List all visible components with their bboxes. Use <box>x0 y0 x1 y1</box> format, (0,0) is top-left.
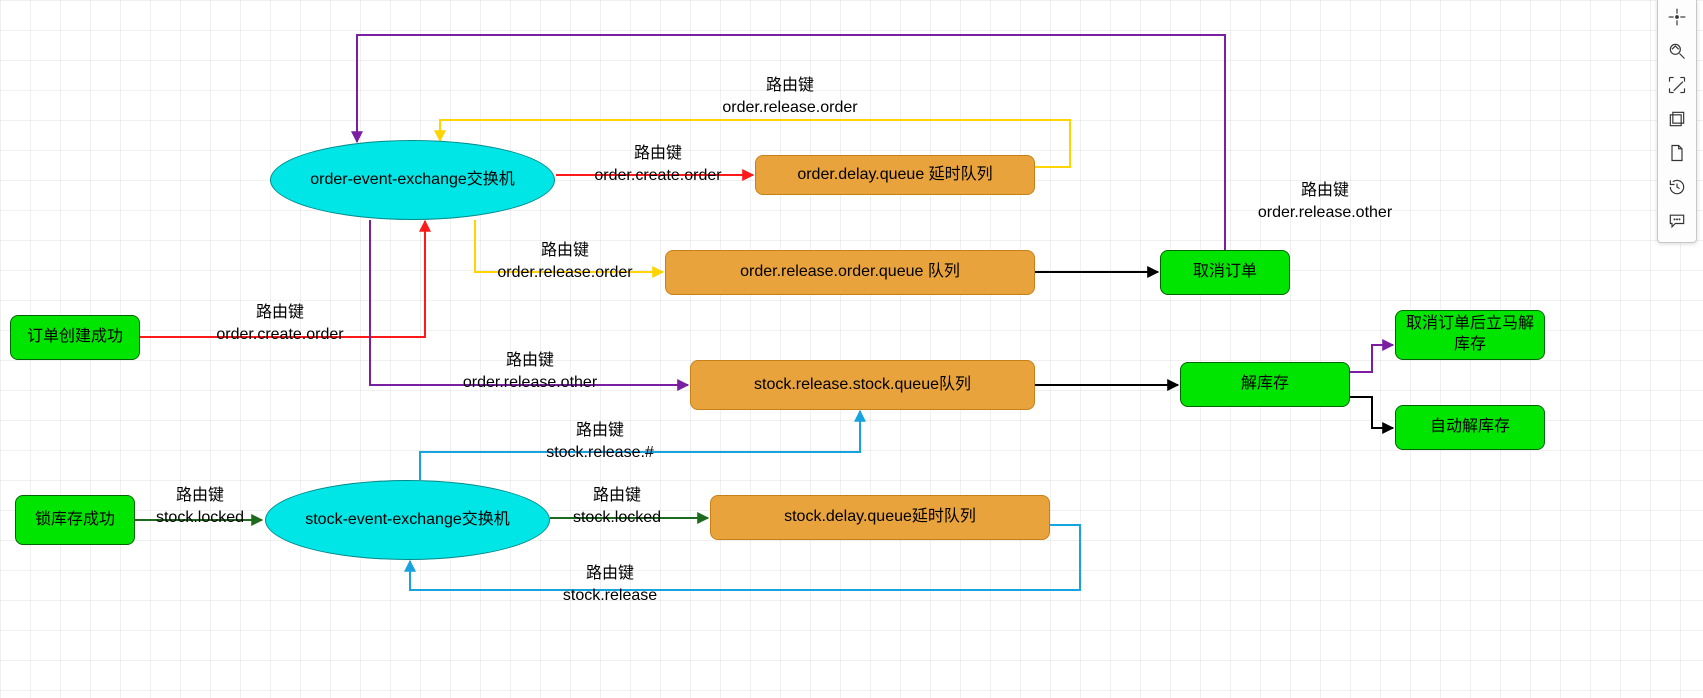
crop-icon[interactable] <box>1658 68 1696 102</box>
node-auto_release[interactable]: 自动解库存 <box>1395 405 1545 450</box>
comment-icon[interactable] <box>1658 204 1696 238</box>
node-order_created[interactable]: 订单创建成功 <box>10 315 140 360</box>
node-cancel_order[interactable]: 取消订单 <box>1160 250 1290 295</box>
history-icon[interactable] <box>1658 170 1696 204</box>
node-stock_delay_q[interactable]: stock.delay.queue延时队列 <box>710 495 1050 540</box>
node-order_delay_q[interactable]: order.delay.queue 延时队列 <box>755 155 1035 195</box>
node-release_stock[interactable]: 解库存 <box>1180 362 1350 407</box>
node-stock_release_q[interactable]: stock.release.stock.queue队列 <box>690 360 1035 410</box>
toolbar <box>1657 0 1697 243</box>
node-order_release_q[interactable]: order.release.order.queue 队列 <box>665 250 1035 295</box>
zoom-fit-icon[interactable] <box>1658 34 1696 68</box>
layers-icon[interactable] <box>1658 102 1696 136</box>
compass-icon[interactable] <box>1658 0 1696 34</box>
diagram-canvas[interactable]: 订单创建成功 order-event-exchange交换机 order.delay… <box>0 0 1703 698</box>
node-order_exchange[interactable]: order-event-exchange交换机 <box>270 140 555 220</box>
node-stock_exchange[interactable]: stock-event-exchange交换机 <box>265 480 550 560</box>
node-lock_stock_ok[interactable]: 锁库存成功 <box>15 495 135 545</box>
file-icon[interactable] <box>1658 136 1696 170</box>
node-cancel_then_rel[interactable]: 取消订单后立马解库存 <box>1395 310 1545 360</box>
